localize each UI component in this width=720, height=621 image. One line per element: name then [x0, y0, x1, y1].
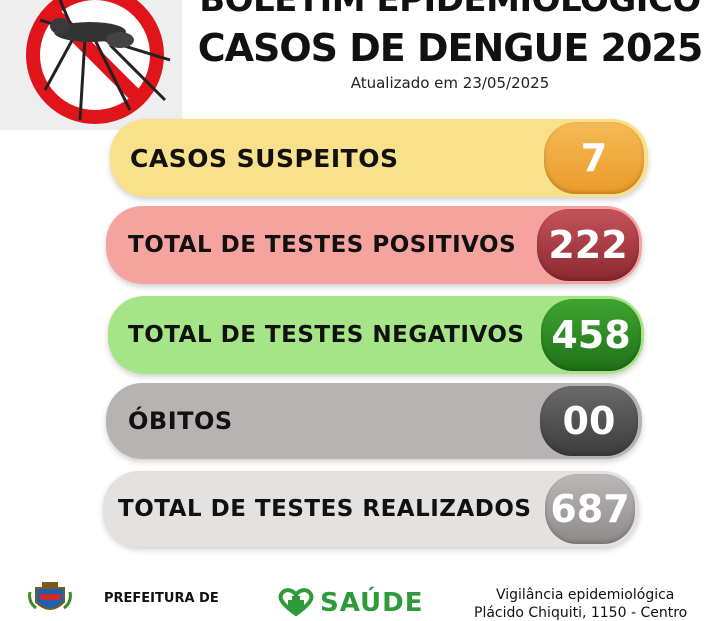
city-coat-of-arms-icon — [28, 582, 72, 613]
deaths-card: ÓBITOS 00 — [106, 383, 642, 459]
health-secretariat-logo: SAÚDE — [276, 585, 423, 618]
saude-text: SAÚDE — [320, 588, 424, 618]
address-label: Plácido Chiquiti, 1150 - Centro — [474, 605, 688, 621]
total-tests-card: TOTAL DE TESTES REALIZADOS 687 — [103, 471, 639, 547]
card-label: TOTAL DE TESTES POSITIVOS — [128, 232, 517, 258]
card-label: TOTAL DE TESTES NEGATIVOS — [128, 322, 525, 348]
negative-tests-card: TOTAL DE TESTES NEGATIVOS 458 — [108, 296, 644, 374]
updated-date: Atualizado em 23/05/2025 — [350, 74, 550, 92]
mosquito-prohibited-icon — [26, 0, 171, 124]
heart-cross-icon — [278, 588, 314, 616]
card-value: 7 — [544, 122, 644, 194]
bulletin-title: BOLETIM EPIDEMIOLÓGICO — [199, 0, 701, 20]
suspected-cases-card: CASOS SUSPEITOS 7 — [110, 119, 648, 197]
card-value: 222 — [537, 209, 639, 281]
card-label: CASOS SUSPEITOS — [130, 143, 399, 173]
positive-tests-card: TOTAL DE TESTES POSITIVOS 222 — [106, 206, 642, 284]
card-label: ÓBITOS — [128, 407, 233, 435]
card-value: 00 — [540, 386, 638, 456]
no-mosquito-logo — [0, 0, 182, 130]
card-value: 458 — [541, 299, 641, 371]
prefeitura-label: PREFEITURA DE — [104, 591, 219, 606]
bulletin-subtitle: CASOS DE DENGUE 2025 — [197, 26, 704, 70]
vigilancia-label: Vigilância epidemiológica — [496, 587, 675, 603]
card-value: 687 — [545, 474, 635, 544]
card-label: TOTAL DE TESTES REALIZADOS — [118, 496, 532, 522]
